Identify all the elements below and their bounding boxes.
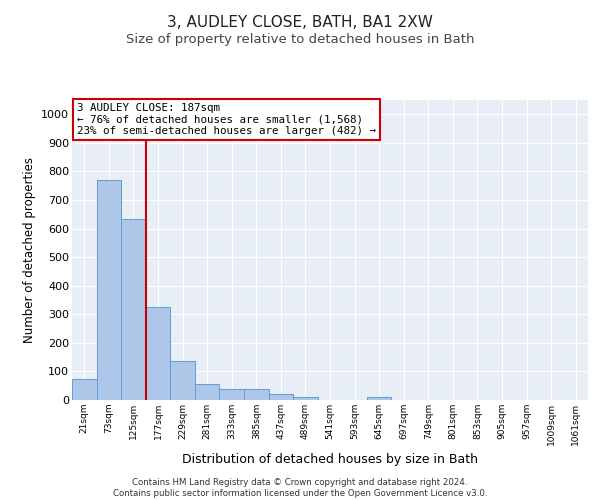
Bar: [220, 388, 244, 400]
Text: 3 AUDLEY CLOSE: 187sqm
← 76% of detached houses are smaller (1,568)
23% of semi-: 3 AUDLEY CLOSE: 187sqm ← 76% of detached…: [77, 103, 376, 136]
Text: 3, AUDLEY CLOSE, BATH, BA1 2XW: 3, AUDLEY CLOSE, BATH, BA1 2XW: [167, 15, 433, 30]
Bar: [367, 397, 391, 400]
Text: Size of property relative to detached houses in Bath: Size of property relative to detached ho…: [126, 32, 474, 46]
Bar: [170, 362, 195, 400]
Bar: [97, 180, 121, 400]
Bar: [293, 397, 318, 400]
Bar: [146, 307, 170, 400]
Bar: [72, 378, 97, 400]
Bar: [269, 394, 293, 400]
Bar: [195, 384, 220, 400]
Y-axis label: Number of detached properties: Number of detached properties: [23, 157, 35, 343]
X-axis label: Distribution of detached houses by size in Bath: Distribution of detached houses by size …: [182, 453, 478, 466]
Bar: [244, 388, 269, 400]
Text: Contains HM Land Registry data © Crown copyright and database right 2024.
Contai: Contains HM Land Registry data © Crown c…: [113, 478, 487, 498]
Bar: [121, 218, 146, 400]
